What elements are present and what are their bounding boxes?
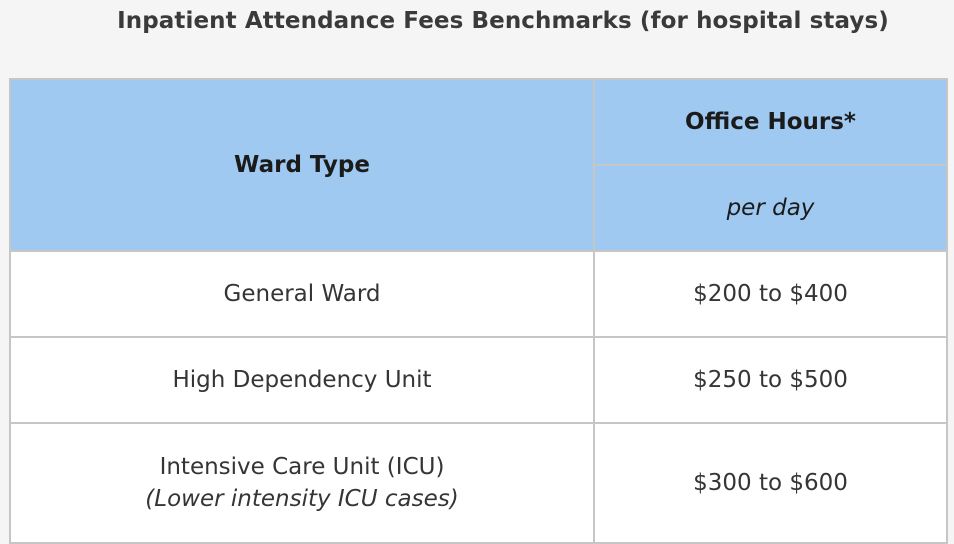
- fee-cell: $250 to $500: [593, 336, 948, 424]
- table-row: Intensive Care Unit (ICU) (Lower intensi…: [9, 422, 948, 544]
- header-ward-type: Ward Type: [9, 78, 595, 252]
- ward-cell: General Ward: [9, 250, 595, 338]
- table-row: High Dependency Unit $250 to $500: [9, 336, 948, 424]
- fees-table: Ward Type Office Hours* per day General …: [9, 78, 948, 544]
- ward-cell: Intensive Care Unit (ICU) (Lower intensi…: [9, 422, 595, 544]
- ward-cell: High Dependency Unit: [9, 336, 595, 424]
- header-per-day: per day: [593, 164, 948, 252]
- header-office-hours: Office Hours*: [593, 78, 948, 166]
- ward-note: (Lower intensity ICU cases): [145, 486, 459, 512]
- page-title: Inpatient Attendance Fees Benchmarks (fo…: [117, 8, 889, 34]
- fee-cell: $200 to $400: [593, 250, 948, 338]
- table-row: General Ward $200 to $400: [9, 250, 948, 338]
- table-subheader-row: per day: [10, 164, 948, 252]
- ward-name: Intensive Care Unit (ICU): [159, 454, 445, 480]
- fee-cell: $300 to $600: [593, 422, 948, 544]
- table-header-row: Ward Type Office Hours*: [9, 78, 948, 252]
